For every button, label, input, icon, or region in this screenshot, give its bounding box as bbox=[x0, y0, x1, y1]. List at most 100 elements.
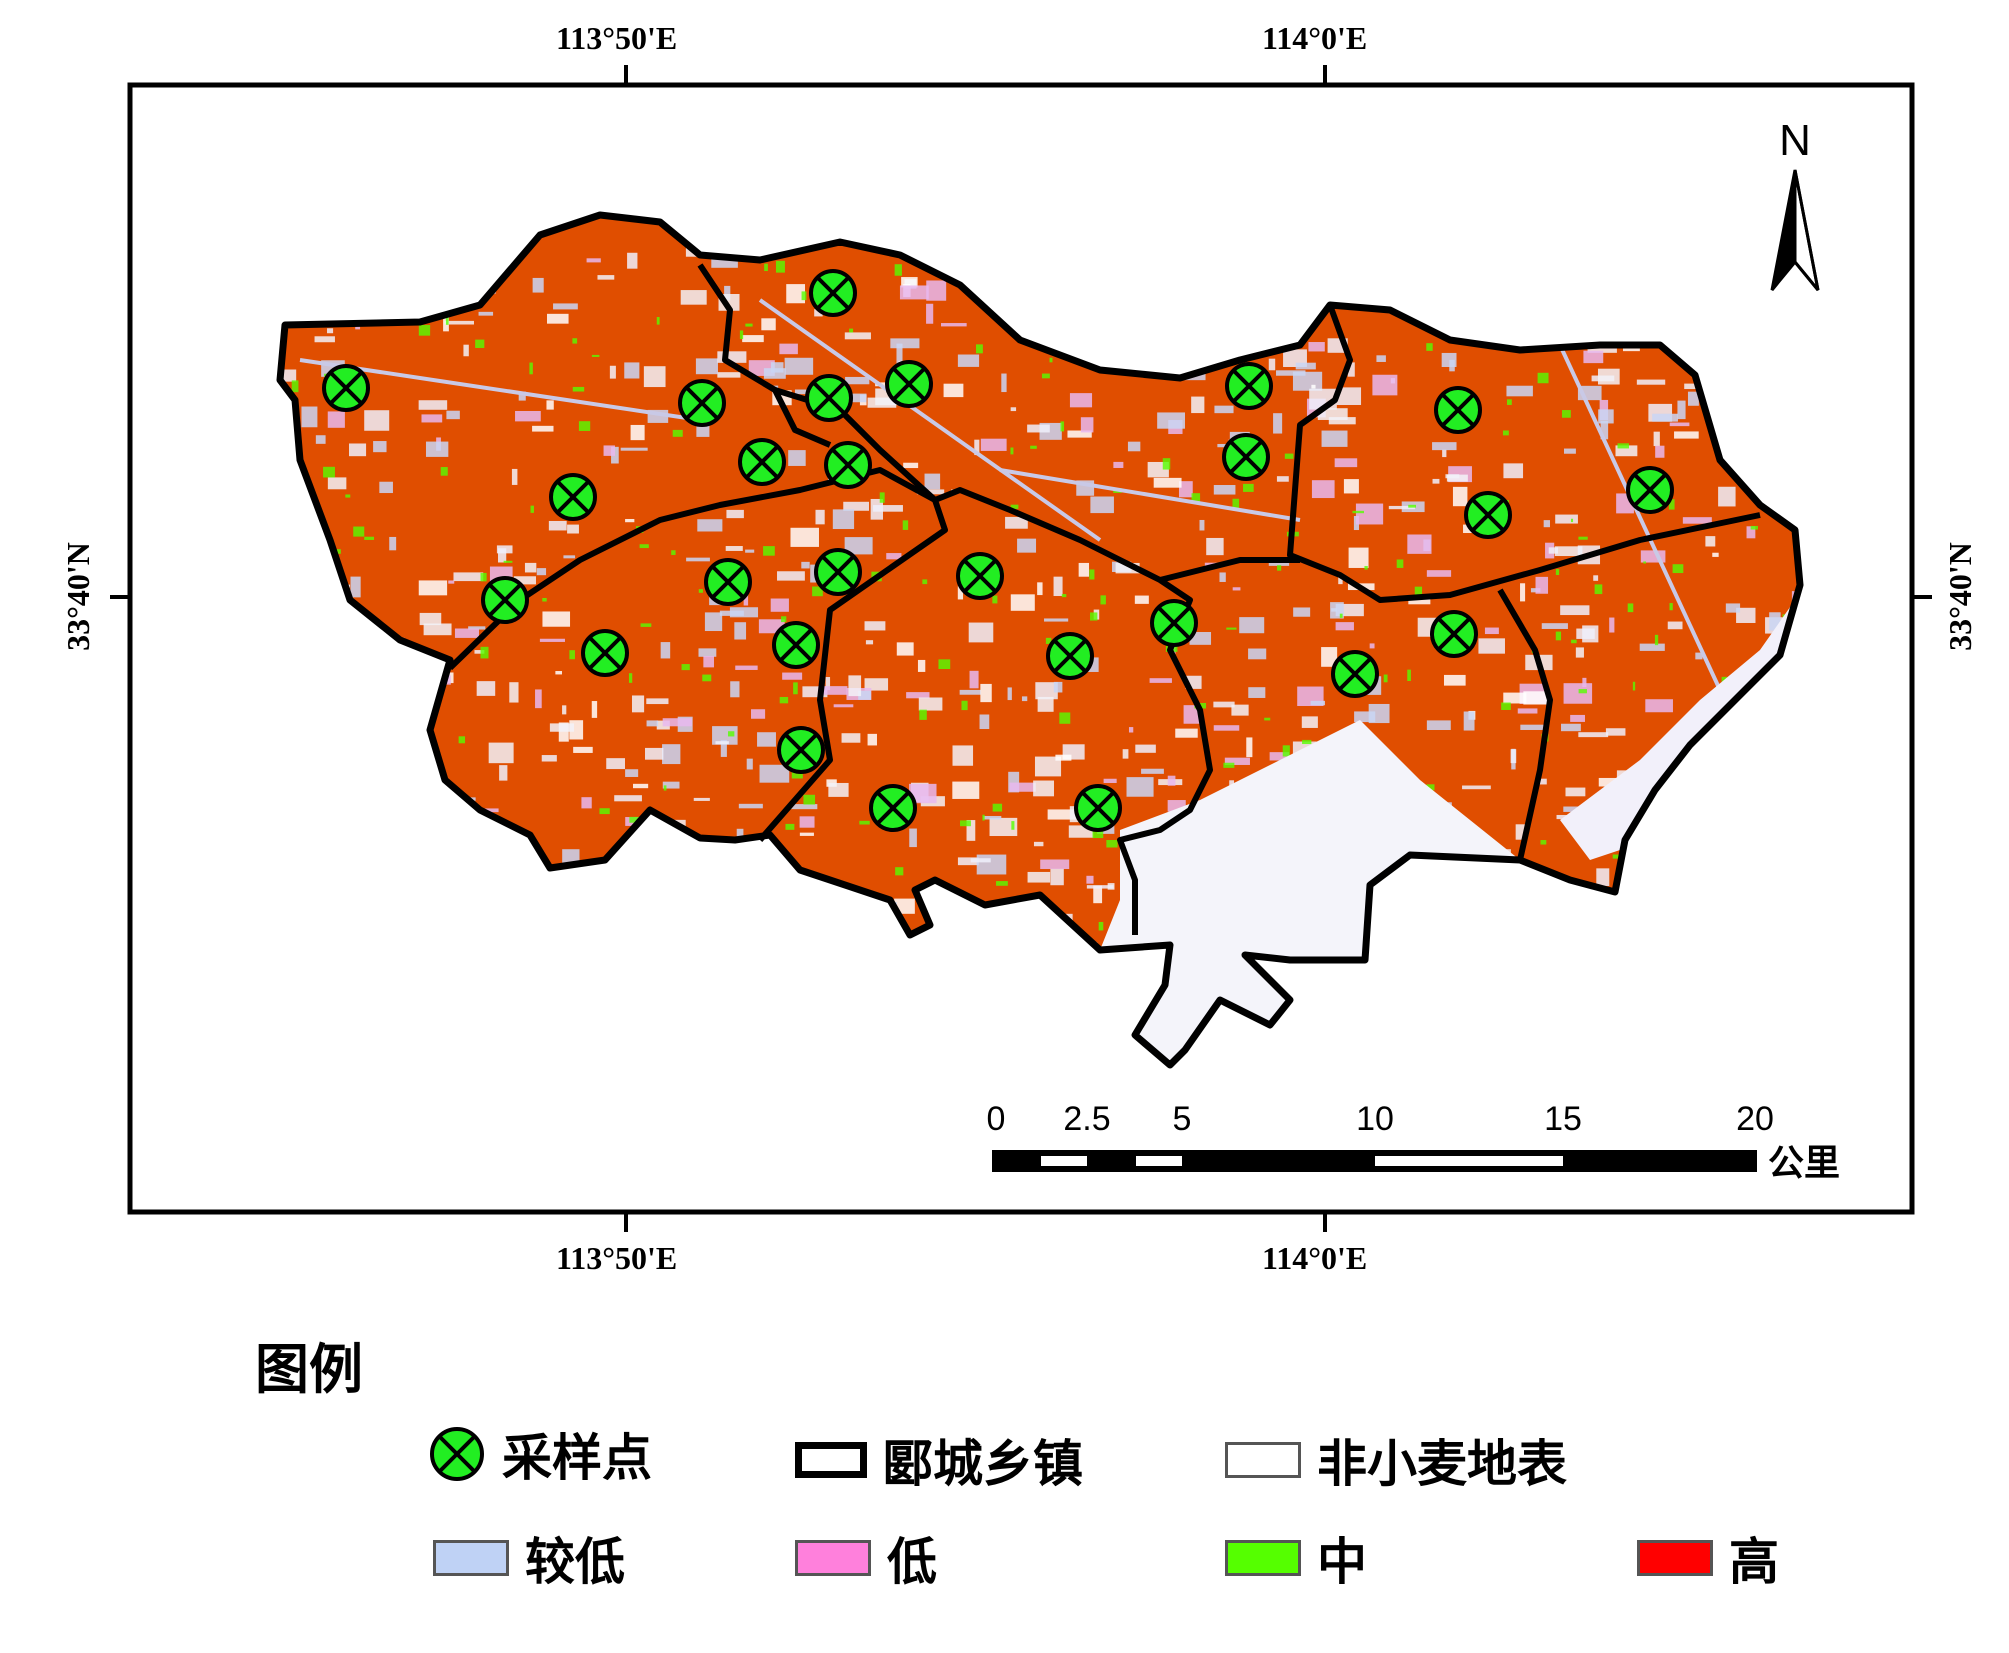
texture-patch bbox=[896, 343, 903, 365]
texture-green-patch bbox=[1244, 275, 1252, 284]
sample-point-icon bbox=[1430, 610, 1478, 658]
texture-green-patch bbox=[1067, 1042, 1079, 1054]
texture-patch bbox=[1784, 915, 1794, 936]
texture-patch bbox=[852, 959, 869, 971]
texture-patch bbox=[350, 576, 361, 598]
texture-patch bbox=[757, 732, 776, 747]
sample-point-icon bbox=[1150, 599, 1198, 647]
texture-patch bbox=[1033, 780, 1055, 797]
texture-green-patch bbox=[503, 560, 513, 563]
texture-patch bbox=[1604, 923, 1630, 940]
texture-patch bbox=[1705, 793, 1732, 813]
texture-patch bbox=[1283, 349, 1307, 368]
texture-patch bbox=[1298, 1063, 1308, 1065]
texture-patch bbox=[308, 981, 330, 986]
texture-patch bbox=[532, 277, 544, 293]
texture-patch bbox=[790, 527, 819, 547]
texture-patch bbox=[869, 220, 884, 232]
texture-patch bbox=[505, 1076, 528, 1084]
texture-patch bbox=[597, 275, 615, 280]
texture-patch bbox=[488, 742, 514, 764]
texture-green-patch bbox=[1480, 228, 1487, 234]
texture-patch bbox=[1126, 777, 1154, 797]
texture-patch bbox=[904, 217, 911, 231]
texture-patch bbox=[1269, 752, 1290, 761]
texture-patch bbox=[1539, 1018, 1548, 1034]
texture-patch bbox=[1669, 422, 1690, 427]
texture-patch bbox=[660, 976, 687, 993]
texture-patch bbox=[1690, 912, 1698, 925]
texture-patch bbox=[761, 318, 776, 331]
texture-green-patch bbox=[628, 673, 633, 683]
texture-patch bbox=[643, 366, 666, 388]
texture-patch bbox=[973, 277, 999, 292]
texture-patch bbox=[692, 971, 713, 990]
texture-patch bbox=[989, 909, 1011, 924]
texture-patch bbox=[323, 788, 329, 800]
texture-patch bbox=[448, 580, 455, 584]
texture-patch bbox=[520, 945, 543, 964]
texture-patch bbox=[1406, 950, 1420, 960]
sample-point-icon bbox=[1074, 784, 1122, 832]
texture-patch bbox=[802, 686, 828, 698]
texture-green-patch bbox=[1249, 1032, 1256, 1044]
texture-green-patch bbox=[1352, 510, 1364, 514]
texture-patch bbox=[1175, 728, 1198, 738]
texture-green-patch bbox=[1749, 310, 1758, 320]
texture-patch bbox=[370, 842, 392, 853]
texture-patch bbox=[715, 741, 729, 745]
texture-patch bbox=[1689, 979, 1717, 999]
texture-patch bbox=[1529, 1002, 1535, 1020]
texture-patch bbox=[909, 783, 937, 804]
texture-patch bbox=[1593, 943, 1614, 949]
texture-patch bbox=[280, 684, 292, 690]
texture-patch bbox=[1010, 407, 1017, 412]
scale-tick-0: 0 bbox=[987, 1100, 1006, 1138]
texture-patch bbox=[1724, 1053, 1730, 1065]
texture-patch bbox=[1017, 538, 1037, 553]
texture-patch bbox=[1268, 561, 1290, 566]
texture-patch bbox=[1409, 286, 1440, 291]
texture-patch bbox=[742, 335, 764, 343]
texture-patch bbox=[1090, 496, 1114, 514]
texture-patch bbox=[1372, 374, 1398, 396]
texture-green-patch bbox=[314, 1064, 326, 1065]
texture-patch bbox=[317, 640, 331, 651]
texture-patch bbox=[468, 626, 486, 630]
texture-patch bbox=[714, 843, 731, 850]
texture-green-patch bbox=[1685, 778, 1695, 785]
texture-patch bbox=[799, 816, 815, 828]
texture-green-patch bbox=[1578, 689, 1587, 694]
texture-patch bbox=[1430, 302, 1444, 312]
texture-patch bbox=[1442, 449, 1447, 458]
texture-patch bbox=[809, 1067, 828, 1080]
texture-patch bbox=[327, 477, 347, 490]
texture-patch bbox=[584, 876, 591, 883]
texture-patch bbox=[970, 858, 991, 863]
texture-green-patch bbox=[1119, 308, 1130, 318]
north-arrow-icon: N bbox=[1770, 116, 1820, 291]
texture-patch bbox=[810, 900, 832, 916]
sample-point-icon bbox=[777, 726, 825, 774]
texture-patch bbox=[943, 383, 964, 398]
texture-patch bbox=[1544, 913, 1570, 924]
texture-green-patch bbox=[1672, 564, 1684, 574]
texture-patch bbox=[1581, 1024, 1612, 1041]
texture-patch bbox=[1736, 254, 1759, 260]
texture-green-patch bbox=[572, 386, 585, 392]
texture-green-patch bbox=[542, 597, 547, 602]
texture-green-patch bbox=[791, 770, 803, 779]
texture-patch bbox=[1381, 888, 1406, 896]
texture-green-patch bbox=[1750, 525, 1758, 530]
texture-patch bbox=[1213, 701, 1235, 708]
texture-green-patch bbox=[1342, 1039, 1347, 1042]
texture-patch bbox=[952, 781, 980, 799]
texture-patch bbox=[909, 828, 917, 848]
texture-patch bbox=[1561, 723, 1581, 732]
texture-patch bbox=[1170, 353, 1195, 362]
texture-patch bbox=[1087, 346, 1108, 362]
texture-patch bbox=[699, 243, 725, 250]
texture-green-patch bbox=[698, 589, 703, 593]
texture-patch bbox=[603, 996, 615, 1006]
texture-patch bbox=[1609, 617, 1615, 633]
